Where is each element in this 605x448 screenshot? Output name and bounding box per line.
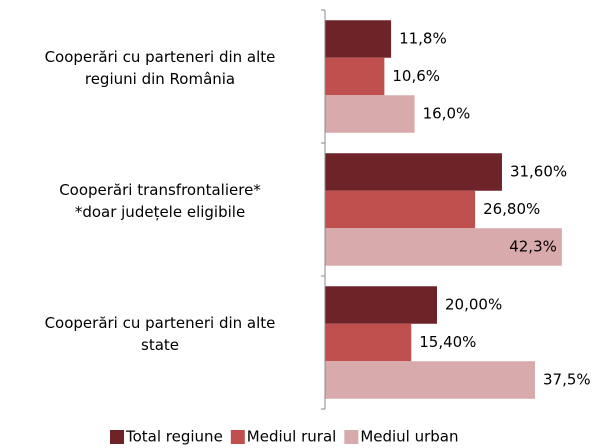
value-label: 31,60% <box>510 163 567 181</box>
category-label: Cooperări cu parteneri din alte <box>45 314 276 332</box>
value-label: 15,40% <box>419 333 476 351</box>
bar <box>325 153 502 191</box>
value-label: 26,80% <box>483 200 540 218</box>
legend-swatch <box>230 430 245 444</box>
value-label: 11,8% <box>399 30 447 48</box>
legend-swatch <box>344 430 359 444</box>
category-label: regiuni din România <box>85 70 235 88</box>
legend-swatch <box>110 430 124 444</box>
value-label: 20,00% <box>445 296 502 314</box>
legend-label: Mediul urban <box>360 428 458 446</box>
category-label: Cooperări cu parteneri din alte <box>45 48 276 66</box>
bar <box>325 57 385 96</box>
category-label: state <box>141 336 179 354</box>
value-label: 16,0% <box>423 105 471 123</box>
category-label: Cooperări transfrontaliere* <box>59 181 261 199</box>
legend-label: Total regiune <box>125 428 223 446</box>
bar <box>325 286 437 324</box>
bar <box>325 361 535 399</box>
value-label: 10,6% <box>392 67 440 85</box>
category-label: *doar județele eligibile <box>75 203 245 221</box>
bar <box>325 20 392 58</box>
value-label: 42,3% <box>509 238 557 256</box>
bar <box>325 228 562 266</box>
bar <box>325 95 415 133</box>
legend-label: Mediul rural <box>247 428 337 446</box>
value-label: 37,5% <box>543 371 591 389</box>
bar <box>325 190 476 229</box>
bar <box>325 323 412 362</box>
